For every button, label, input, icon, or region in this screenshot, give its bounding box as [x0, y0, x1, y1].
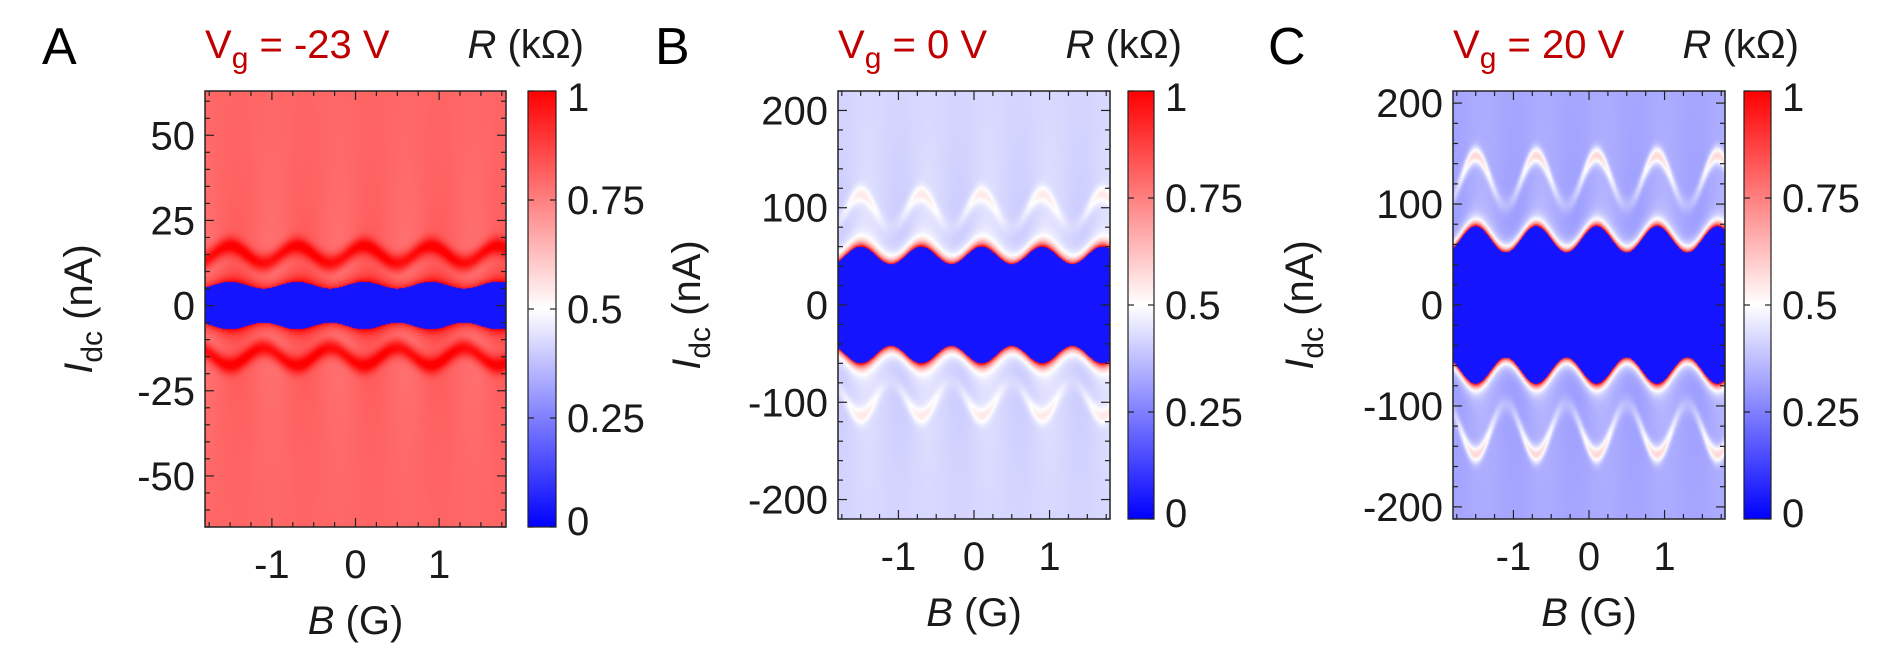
y-tick-label: 0: [806, 284, 828, 328]
y-tick-label: -50: [137, 455, 195, 499]
heatmap-image: [205, 91, 506, 527]
x-axis-variable: B: [926, 591, 953, 635]
x-axis-variable: B: [308, 599, 335, 643]
x-axis-unit: (G): [334, 599, 403, 643]
y-tick-label: 0: [1421, 284, 1443, 328]
y-tick-label: -200: [1363, 486, 1443, 530]
colorbar-tick-label: 0.5: [567, 288, 623, 332]
colorbar-tick-label: 1: [1782, 76, 1804, 120]
panel-a: -1 0 1 50 25 0 -25 -50 B (G) Idc (nA) A Vg = -23 V R…: [42, 18, 645, 643]
panel-letter: B: [655, 18, 690, 76]
colorbar-tick-label: 0: [567, 500, 589, 544]
colorbar-tick-label: 0.75: [567, 179, 645, 223]
y-tick-label: -100: [1363, 385, 1443, 429]
y-axis-variable: I: [1278, 359, 1322, 370]
y-axis-unit: (nA): [1278, 240, 1322, 327]
y-tick-label: 0: [173, 285, 195, 329]
panel-b: -1 0 1 200 100 0 -100 -200 B (G) Idc (nA) B Vg = 0 …: [655, 18, 1243, 635]
y-tick-label: 100: [1376, 183, 1443, 227]
x-axis-unit: (G): [1568, 591, 1637, 635]
y-axis-unit: (nA): [665, 240, 709, 327]
colorbar-variable: R: [1065, 23, 1094, 67]
title-variable: V: [838, 23, 865, 67]
y-axis-subscript: dc: [1297, 327, 1330, 359]
colorbar-tick-label: 0.5: [1165, 284, 1221, 328]
x-tick-label: -1: [881, 535, 917, 579]
colorbar-tick-label: 0.5: [1782, 284, 1838, 328]
colorbar-unit: (kΩ): [1094, 23, 1182, 67]
y-tick-label: -100: [748, 381, 828, 425]
colorbar-tick-label: 0.25: [1782, 391, 1860, 435]
x-tick-label: 1: [1038, 535, 1060, 579]
title-variable: V: [205, 23, 232, 67]
panel-letter: A: [42, 18, 77, 76]
y-tick-label: 100: [761, 187, 828, 231]
y-axis-label: Idc (nA): [665, 240, 717, 370]
panel-title: Vg = 0 V: [838, 23, 987, 75]
heatmap-image: [1453, 91, 1725, 519]
panel-c: -1 0 1 200 100 0 -100 -200 B (G) Idc (nA) C Vg = 20…: [1268, 18, 1860, 635]
y-tick-label: 25: [151, 199, 196, 243]
y-axis-label: Idc (nA): [57, 244, 109, 374]
y-tick-label: 200: [1376, 82, 1443, 126]
title-value: = 20 V: [1496, 23, 1624, 67]
y-axis-unit: (nA): [57, 244, 101, 331]
x-tick-label: 0: [963, 535, 985, 579]
x-tick-label: -1: [1496, 535, 1532, 579]
title-value: = 0 V: [881, 23, 987, 67]
title-subscript: g: [232, 42, 249, 75]
x-tick-label: 1: [1653, 535, 1675, 579]
panel-letter: C: [1268, 18, 1306, 76]
title-value: = -23 V: [248, 23, 390, 67]
title-variable: V: [1453, 23, 1480, 67]
y-axis-label: Idc (nA): [1278, 240, 1330, 370]
colorbar-variable: R: [467, 23, 496, 67]
colorbar-tick-label: 0: [1165, 492, 1187, 536]
colorbar-tick-label: 1: [1165, 76, 1187, 120]
colorbar-label: R (kΩ): [1065, 23, 1182, 67]
title-subscript: g: [865, 42, 882, 75]
x-axis-label: B (G): [1541, 591, 1637, 635]
x-tick-label: 0: [344, 543, 366, 587]
colorbar-unit: (kΩ): [496, 23, 584, 67]
colorbar-tick-label: 1: [567, 76, 589, 120]
x-axis-unit: (G): [953, 591, 1022, 635]
colorbar-tick-label: 0.25: [567, 397, 645, 441]
colorbar-tick-label: 0.25: [1165, 391, 1243, 435]
colorbar-unit: (kΩ): [1711, 23, 1799, 67]
panel-title: Vg = 20 V: [1453, 23, 1625, 75]
heatmap-image: [838, 91, 1110, 519]
y-axis-subscript: dc: [76, 331, 109, 363]
panel-title: Vg = -23 V: [205, 23, 390, 75]
y-tick-label: 200: [761, 89, 828, 133]
colorbar-label: R (kΩ): [467, 23, 584, 67]
colorbar-tick-label: 0.75: [1782, 177, 1860, 221]
y-axis-variable: I: [57, 363, 101, 374]
x-axis-variable: B: [1541, 591, 1568, 635]
y-axis-variable: I: [665, 359, 709, 370]
colorbar-tick-label: 0.75: [1165, 177, 1243, 221]
x-axis-label: B (G): [926, 591, 1022, 635]
x-tick-label: 0: [1578, 535, 1600, 579]
x-tick-label: -1: [254, 543, 290, 587]
y-tick-label: 50: [151, 114, 196, 158]
y-tick-label: -200: [748, 479, 828, 523]
colorbar-tick-label: 0: [1782, 492, 1804, 536]
colorbar-variable: R: [1682, 23, 1711, 67]
y-tick-label: -25: [137, 370, 195, 414]
colorbar-label: R (kΩ): [1682, 23, 1799, 67]
x-axis-label: B (G): [308, 599, 404, 643]
y-axis-subscript: dc: [684, 327, 717, 359]
x-tick-label: 1: [428, 543, 450, 587]
title-subscript: g: [1480, 42, 1497, 75]
